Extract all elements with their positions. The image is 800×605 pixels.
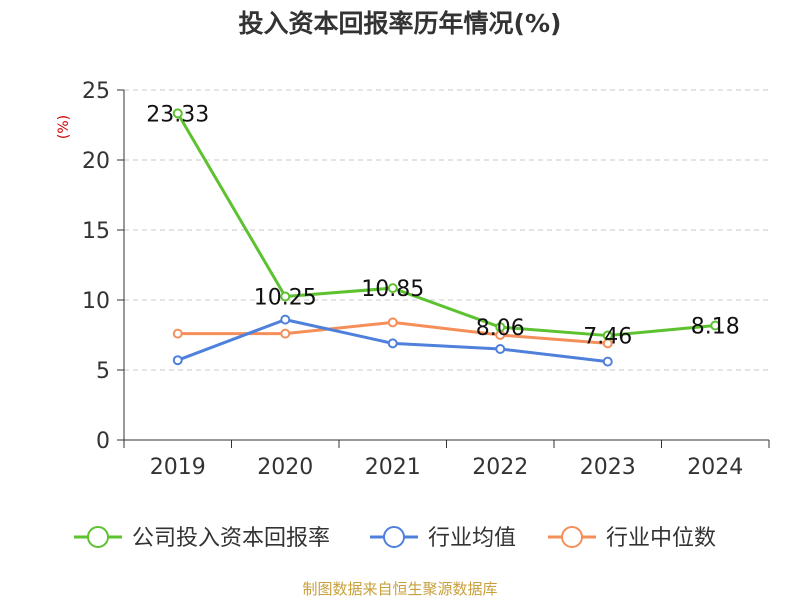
series-0-point-2020[interactable] bbox=[280, 291, 291, 302]
data-label-2019: 23.33 bbox=[146, 102, 209, 127]
series-2-point-2020[interactable] bbox=[280, 328, 291, 339]
series-lines bbox=[172, 108, 721, 367]
chart-title: 投入资本回报率历年情况(%) bbox=[239, 9, 562, 38]
legend-item-label-1[interactable]: 行业均值 bbox=[428, 526, 516, 551]
y-axis-unit-label: (%) bbox=[56, 115, 72, 139]
legend-swatch-marker-0 bbox=[87, 526, 109, 548]
series-1-point-2020[interactable] bbox=[280, 314, 291, 325]
series-1-point-2022[interactable] bbox=[495, 344, 506, 354]
series-0-point-2023[interactable] bbox=[602, 330, 613, 341]
series-1-point-2023[interactable] bbox=[602, 356, 613, 367]
data-labels: 23.33 10.25 10.85 8.06 7.46 8.18 bbox=[146, 102, 739, 349]
x-tick-label-2024: 2024 bbox=[687, 455, 743, 480]
legend: 公司投入资本回报率 行业均值 行业中位数 bbox=[74, 526, 716, 551]
series-1-point-2019[interactable] bbox=[172, 355, 183, 366]
data-label-2023: 7.46 bbox=[583, 325, 632, 350]
x-tick-label-2023: 2023 bbox=[580, 455, 636, 480]
series-0-point-2019[interactable] bbox=[172, 108, 183, 119]
y-tick-label-10: 10 bbox=[82, 289, 110, 314]
series-0-point-2024[interactable] bbox=[710, 320, 721, 331]
data-label-2020: 10.25 bbox=[254, 286, 317, 311]
legend-item-label-0[interactable]: 公司投入资本回报率 bbox=[132, 526, 330, 551]
source-note: 制图数据来自恒生聚源数据库 bbox=[302, 580, 497, 598]
x-tick-label-2022: 2022 bbox=[472, 455, 528, 480]
y-tick-label-15: 15 bbox=[82, 219, 110, 244]
series-2-point-2019[interactable] bbox=[172, 328, 183, 339]
x-tick-label-2020: 2020 bbox=[257, 455, 313, 480]
series-0-line bbox=[176, 112, 716, 338]
y-tick-label-5: 5 bbox=[96, 359, 110, 384]
series-0-point-2021[interactable] bbox=[387, 283, 398, 294]
y-tick-label-20: 20 bbox=[82, 149, 110, 174]
y-tick-label-25: 25 bbox=[82, 79, 110, 104]
legend-swatch-marker-1 bbox=[383, 526, 405, 548]
data-label-2024: 8.18 bbox=[691, 314, 740, 339]
series-0-point-2022[interactable] bbox=[495, 322, 506, 333]
series-2-point-2021[interactable] bbox=[387, 317, 398, 328]
data-label-2021: 10.85 bbox=[361, 277, 424, 302]
y-tick-label-0: 0 bbox=[96, 429, 110, 454]
legend-item-label-2[interactable]: 行业中位数 bbox=[606, 526, 716, 551]
axes: 0 5 10 15 20 25 2019 2020 2021 2022 2023 2024 bbox=[82, 79, 770, 480]
legend-swatch-marker-2 bbox=[561, 526, 583, 548]
data-label-2022: 8.06 bbox=[476, 316, 525, 341]
series-1-point-2021[interactable] bbox=[387, 338, 398, 349]
x-tick-label-2019: 2019 bbox=[150, 455, 206, 480]
x-tick-label-2021: 2021 bbox=[365, 455, 421, 480]
